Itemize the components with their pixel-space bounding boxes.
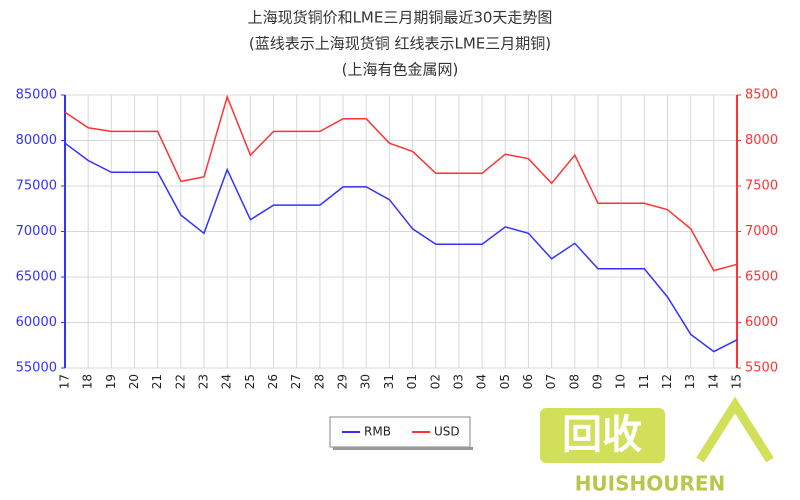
y2-tick-label: 8000 — [745, 133, 778, 148]
x-tick-label: 15 — [730, 374, 744, 389]
legend-label: USD — [434, 425, 460, 439]
y2-tick-label: 6500 — [745, 270, 778, 285]
x-tick-label: 06 — [521, 374, 535, 389]
legend-label: RMB — [364, 425, 391, 439]
x-tick-label: 10 — [614, 374, 628, 389]
y2-tick-label: 6000 — [745, 315, 778, 330]
x-tick-label: 12 — [660, 374, 674, 389]
legend-shadow — [333, 447, 473, 450]
x-tick-label: 01 — [405, 374, 419, 389]
x-tick-label: 07 — [544, 374, 558, 389]
x-tick-label: 08 — [567, 374, 581, 389]
chart-source: (上海有色金属网) — [342, 61, 459, 79]
y-tick-label: 55000 — [16, 361, 57, 376]
x-tick-label: 11 — [637, 374, 651, 389]
y-tick-label: 75000 — [16, 179, 57, 194]
y-tick-label: 85000 — [16, 88, 57, 103]
x-tick-label: 30 — [359, 374, 373, 389]
x-tick-label: 03 — [451, 374, 465, 389]
x-tick-label: 18 — [81, 374, 95, 389]
watermark: 回收 HUISHOUREN — [540, 396, 774, 496]
y2-tick-label: 5500 — [745, 361, 778, 376]
watermark-text: HUISHOUREN — [575, 472, 726, 496]
x-tick-label: 31 — [382, 374, 396, 389]
x-tick-label: 24 — [220, 374, 234, 389]
x-tick-label: 29 — [336, 374, 350, 389]
series-line — [64, 94, 738, 272]
x-tick-label: 22 — [173, 374, 187, 389]
x-tick-label: 17 — [58, 374, 72, 389]
x-tick-label: 20 — [127, 374, 141, 389]
x-tick-label: 04 — [475, 374, 489, 389]
x-tick-label: 23 — [197, 374, 211, 389]
y2-tick-label: 8500 — [745, 88, 778, 103]
x-tick-label: 14 — [706, 374, 720, 389]
x-tick-label: 09 — [590, 374, 604, 389]
x-tick-label: 02 — [428, 374, 442, 389]
chart-subtitle: (蓝线表示上海现货铜 红线表示LME三月期铜) — [249, 35, 551, 53]
y-tick-label: 65000 — [16, 270, 57, 285]
y2-tick-label: 7000 — [745, 224, 778, 239]
y-tick-label: 60000 — [16, 315, 57, 330]
legend: RMB USD — [329, 416, 473, 450]
x-tick-label: 28 — [312, 374, 326, 389]
x-tick-label: 21 — [150, 374, 164, 389]
y-tick-label: 70000 — [16, 224, 57, 239]
x-tick-label: 25 — [243, 374, 257, 389]
x-tick-label: 19 — [104, 374, 118, 389]
watermark-icon — [696, 396, 774, 463]
watermark-logo: 回收 — [562, 412, 642, 458]
x-tick-label: 13 — [683, 374, 697, 389]
x-tick-label: 26 — [266, 374, 280, 389]
x-tick-label: 05 — [498, 374, 512, 389]
series-line — [64, 142, 738, 353]
watermark-box — [540, 408, 665, 463]
x-tick-label: 27 — [289, 374, 303, 389]
chart-title: 上海现货铜价和LME三月期铜最近30天走势图 — [248, 9, 553, 27]
y2-tick-label: 7500 — [745, 179, 778, 194]
y-tick-label: 80000 — [16, 133, 57, 148]
